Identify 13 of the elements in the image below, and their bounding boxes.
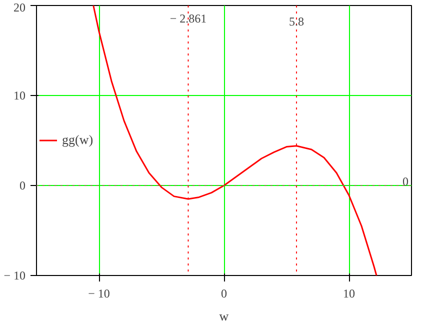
y-tick-label: − 10 [4, 268, 26, 282]
y-tick-label: 0 [20, 178, 26, 192]
x-tick-label: − 10 [88, 286, 110, 300]
legend-label: gg(w) [62, 132, 94, 148]
x-axis-title: w [219, 308, 230, 324]
x-tick-label: 0 [221, 286, 227, 300]
ref-line-label: − 2.861 [170, 12, 207, 26]
y-tick-label: 20 [14, 0, 26, 14]
line-series [92, 6, 378, 276]
x-tick-label: 10 [343, 286, 355, 300]
y-tick-label: 10 [14, 88, 26, 102]
ref-line-label: 0 [402, 174, 408, 188]
ref-line-label: 5.8 [289, 14, 304, 28]
